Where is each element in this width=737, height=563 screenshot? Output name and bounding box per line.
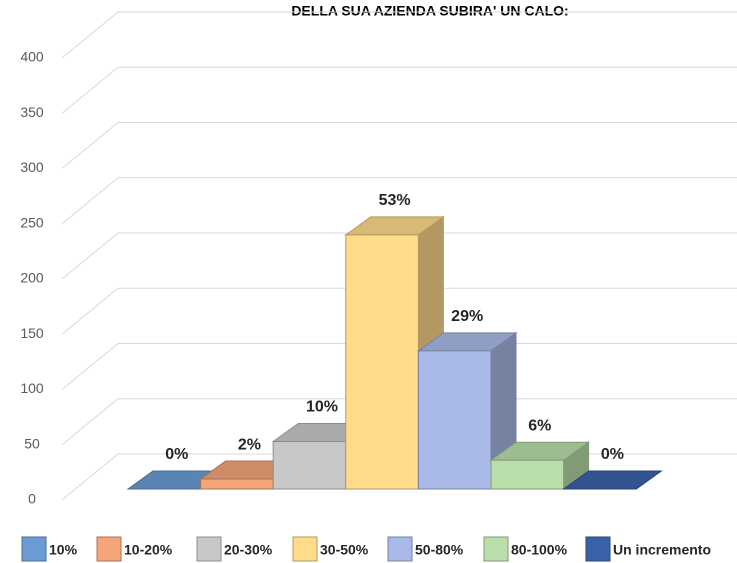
- data-label: 29%: [451, 308, 483, 325]
- y-tick-label: 400: [20, 49, 44, 65]
- legend-swatch: [196, 536, 222, 562]
- grid-line: [61, 287, 737, 335]
- grid-line: [61, 11, 737, 59]
- grid-line: [61, 122, 737, 169]
- legend-label: 50-80%: [415, 542, 464, 558]
- legend-label: 10-20%: [124, 542, 173, 558]
- bar: [489, 441, 591, 490]
- grid-line: [61, 66, 737, 114]
- bar-face: [562, 470, 663, 490]
- y-tick-label: 50: [24, 435, 40, 451]
- y-tick-label: 250: [20, 214, 44, 230]
- legend-label: 10%: [49, 542, 78, 558]
- grid-line: [61, 398, 737, 446]
- chart-title: DELLA SUA AZIENDA SUBIRA' UN CALO:: [291, 3, 568, 19]
- legend-label: 20-30%: [224, 542, 273, 558]
- data-label: 2%: [238, 436, 261, 453]
- data-label: 0%: [601, 446, 624, 463]
- grid-line: [61, 343, 737, 390]
- bar-face: [200, 478, 274, 490]
- bar: [562, 470, 663, 490]
- bar: [416, 331, 518, 490]
- legend-swatch: [483, 536, 509, 562]
- bar-face: [417, 350, 492, 490]
- bar-face: [490, 459, 565, 490]
- legend-swatch: [585, 536, 611, 562]
- grid-line: [61, 232, 737, 280]
- data-label: 0%: [165, 446, 188, 463]
- data-label: 6%: [528, 417, 551, 434]
- y-tick-label: 0: [28, 491, 36, 507]
- legend-label: 80-100%: [511, 542, 568, 558]
- legend-swatch: [21, 536, 47, 562]
- y-tick-label: 150: [20, 325, 44, 341]
- data-label: 10%: [306, 399, 338, 416]
- legend-swatch: [387, 536, 413, 562]
- legend-label: 30-50%: [320, 542, 369, 558]
- legend-swatch: [292, 536, 318, 562]
- y-tick-label: 200: [20, 270, 44, 286]
- y-tick-label: 350: [20, 104, 44, 120]
- y-tick-label: 100: [20, 380, 44, 396]
- data-label: 53%: [379, 192, 411, 209]
- y-tick-label: 300: [20, 159, 44, 175]
- grid-line: [61, 177, 737, 225]
- bar-face: [345, 234, 419, 490]
- bar-face: [272, 440, 347, 490]
- legend-swatch: [96, 536, 122, 562]
- legend-label: Un incremento: [613, 542, 711, 558]
